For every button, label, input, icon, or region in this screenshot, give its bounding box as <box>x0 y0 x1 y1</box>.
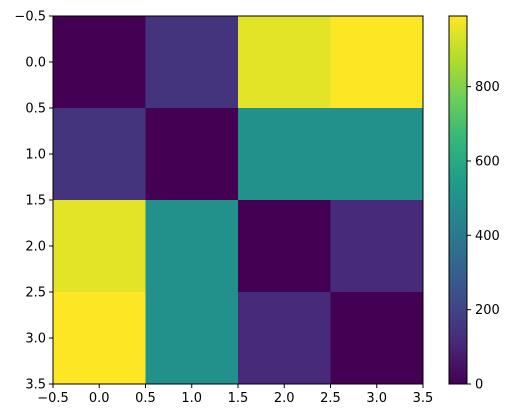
x-tick-label: 0.5 <box>135 391 156 406</box>
x-axis: −0.5 0.0 0.5 1.0 1.5 2.0 2.5 3.0 3.5 <box>37 384 433 406</box>
heatmap-cell-r1-c0 <box>53 108 146 200</box>
x-tick-label: 1.5 <box>228 391 249 406</box>
x-tick-label: 3.0 <box>366 391 387 406</box>
heatmap-cell-r2-c0 <box>53 200 146 292</box>
x-tick-label: 1.0 <box>181 391 202 406</box>
heatmap-cell-r3-c1 <box>145 292 238 384</box>
y-tick-label: 3.0 <box>25 332 46 347</box>
colorbar-tick-label: 400 <box>475 229 500 244</box>
colorbar-tick-label: 0 <box>475 378 483 393</box>
colorbar-axis: 0 200 400 600 800 <box>467 80 500 393</box>
heatmap-cell-r2-c1 <box>145 200 238 292</box>
heatmap-cell-r3-c3 <box>330 292 423 384</box>
y-tick-label: 1.0 <box>25 148 46 163</box>
y-tick-label: 3.5 <box>25 378 46 393</box>
colorbar-tick-label: 600 <box>475 154 500 169</box>
heatmap-cell-r2-c3 <box>330 200 423 292</box>
y-axis: −0.5 0.0 0.5 1.0 1.5 2.0 2.5 3.0 3.5 <box>14 10 53 393</box>
heatmap-cell-r0-c2 <box>238 16 331 108</box>
x-tick-label: −0.5 <box>37 391 69 406</box>
heatmap-cell-r0-c3 <box>330 16 423 108</box>
y-tick-label: 0.0 <box>25 56 46 71</box>
x-tick-label: 3.5 <box>413 391 434 406</box>
colorbar <box>448 15 468 385</box>
heatmap-cell-r1-c1 <box>145 108 238 200</box>
heatmap-cell-r1-c3 <box>330 108 423 200</box>
y-tick-label: 2.5 <box>25 286 46 301</box>
colorbar-tick-label: 800 <box>475 80 500 95</box>
x-tick-label: 2.0 <box>274 391 295 406</box>
y-tick-label: −0.5 <box>14 10 46 25</box>
y-tick-label: 0.5 <box>25 102 46 117</box>
heatmap-cell-r1-c2 <box>238 108 331 200</box>
heatmap-cell-r3-c2 <box>238 292 331 384</box>
heatmap-cell-r2-c2 <box>238 200 331 292</box>
heatmap-cell-r3-c0 <box>53 292 146 384</box>
heatmap-cells <box>53 16 423 384</box>
heatmap-cell-r0-c1 <box>145 16 238 108</box>
colorbar-tick-label: 200 <box>475 303 500 318</box>
y-tick-label: 1.5 <box>25 194 46 209</box>
x-tick-label: 0.0 <box>89 391 110 406</box>
heatmap-cell-r0-c0 <box>53 16 146 108</box>
y-tick-label: 2.0 <box>25 240 46 255</box>
x-tick-label: 2.5 <box>320 391 341 406</box>
